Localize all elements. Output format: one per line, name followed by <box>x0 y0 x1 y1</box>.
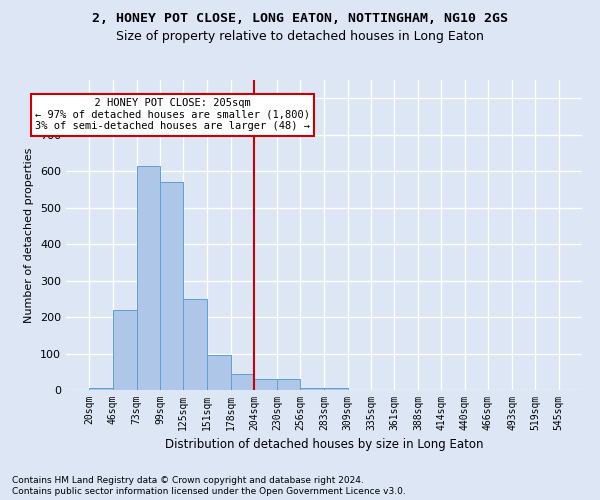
Text: Contains public sector information licensed under the Open Government Licence v3: Contains public sector information licen… <box>12 487 406 496</box>
Bar <box>137 166 160 390</box>
Bar <box>89 388 113 390</box>
Bar <box>160 182 183 390</box>
Bar <box>183 299 206 390</box>
Bar <box>277 379 301 390</box>
Bar <box>325 388 347 390</box>
Y-axis label: Number of detached properties: Number of detached properties <box>25 148 34 322</box>
Bar <box>254 379 277 390</box>
Bar <box>113 310 137 390</box>
Text: Size of property relative to detached houses in Long Eaton: Size of property relative to detached ho… <box>116 30 484 43</box>
Bar <box>230 374 254 390</box>
X-axis label: Distribution of detached houses by size in Long Eaton: Distribution of detached houses by size … <box>165 438 483 452</box>
Text: Contains HM Land Registry data © Crown copyright and database right 2024.: Contains HM Land Registry data © Crown c… <box>12 476 364 485</box>
Text: 2, HONEY POT CLOSE, LONG EATON, NOTTINGHAM, NG10 2GS: 2, HONEY POT CLOSE, LONG EATON, NOTTINGH… <box>92 12 508 26</box>
Bar <box>206 356 230 390</box>
Bar <box>301 388 325 390</box>
Text: 2 HONEY POT CLOSE: 205sqm  
← 97% of detached houses are smaller (1,800)
3% of s: 2 HONEY POT CLOSE: 205sqm ← 97% of detac… <box>35 98 310 132</box>
